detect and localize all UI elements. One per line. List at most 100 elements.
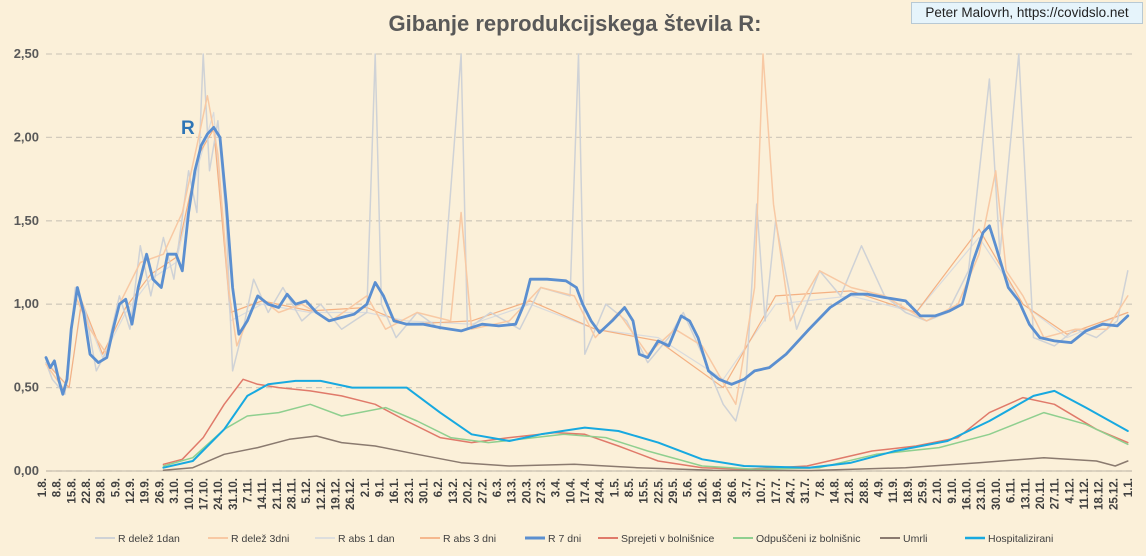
x-tick-label: 17.7.	[771, 478, 783, 504]
x-tick-label: 21.11.	[272, 478, 284, 509]
x-tick-label: 20.3.	[521, 478, 533, 504]
y-tick-label: 2,00	[14, 129, 39, 144]
x-tick-label: 13.2.	[448, 478, 460, 504]
legend-label: Sprejeti v bolnišnice	[621, 533, 715, 545]
x-tick-label: 15.8.	[66, 478, 78, 504]
legend-label: R delež 1dan	[118, 533, 180, 545]
x-tick-label: 28.11.	[286, 478, 298, 509]
x-tick-label: 5.9.	[110, 478, 122, 497]
x-tick-label: 2.1.	[360, 478, 372, 497]
x-tick-label: 23.10.	[976, 478, 988, 510]
x-tick-label: 31.7.	[800, 478, 812, 504]
x-tick-label: 1.8.	[37, 478, 49, 497]
x-tick-label: 5.6.	[683, 478, 695, 497]
x-tick-label: 2.10.	[932, 478, 944, 504]
x-tick-label: 24.4.	[595, 478, 607, 504]
legend-label: R delež 3dni	[231, 533, 289, 545]
x-axis: 1.8. 8.8. 15.8. 22.8. 29.8. 5.9. 12.9. 19.9. 26.…	[37, 478, 1135, 510]
r-annotation: R	[181, 118, 195, 139]
legend-label: R 7 dni	[548, 533, 581, 545]
y-tick-label: 1,00	[14, 296, 39, 311]
x-tick-label: 31.10.	[228, 478, 240, 510]
x-tick-label: 29.5.	[668, 478, 680, 504]
x-tick-label: 14.11.	[257, 478, 269, 509]
x-tick-label: 26.6.	[727, 478, 739, 504]
x-tick-label: 7.8.	[815, 478, 827, 497]
x-tick-label: 7.11.	[242, 478, 254, 503]
x-tick-label: 20.2.	[463, 478, 475, 504]
x-tick-label: 13.11.	[1020, 478, 1032, 509]
legend-label: Umrli	[903, 533, 928, 545]
x-tick-label: 10.7.	[756, 478, 768, 504]
legend: R delež 1dan R delež 3dni R abs 1 dan R abs…	[95, 533, 1053, 545]
x-tick-label: 8.8.	[52, 478, 64, 497]
x-tick-label: 18.12.	[1094, 478, 1106, 510]
legend-label: Hospitalizirani	[988, 533, 1053, 545]
x-tick-label: 18.9.	[903, 478, 915, 504]
y-tick-label: 2,50	[14, 46, 39, 61]
x-tick-label: 3.4.	[551, 478, 563, 497]
x-tick-label: 6.2.	[433, 478, 445, 497]
series-line	[162, 379, 1129, 469]
x-tick-label: 26.12.	[345, 478, 357, 510]
series-lines	[44, 53, 1130, 472]
x-tick-label: 30.10.	[991, 478, 1003, 510]
x-tick-label: 1.5.	[609, 478, 621, 497]
x-tick-label: 12.6.	[697, 478, 709, 504]
x-tick-label: 10.4.	[565, 478, 577, 504]
x-tick-label: 22.8.	[81, 478, 93, 504]
y-tick-label: 1,50	[14, 213, 39, 228]
x-tick-label: 4.9.	[874, 478, 886, 497]
x-tick-label: 19.9.	[140, 478, 152, 504]
x-tick-label: 20.11.	[1035, 478, 1047, 509]
legend-label: Odpuščeni iz bolnišnic	[756, 533, 860, 545]
x-tick-label: 25.9.	[918, 478, 930, 504]
x-tick-label: 9.10.	[947, 478, 959, 504]
x-tick-label: 27.3.	[536, 478, 548, 504]
chart-title: Gibanje reprodukcijskega števila R:	[389, 11, 762, 36]
x-tick-label: 8.5.	[624, 478, 636, 497]
series-line	[44, 126, 1130, 396]
series-line	[45, 53, 1129, 422]
x-tick-label: 15.5.	[639, 478, 651, 504]
x-tick-label: 19.12.	[331, 478, 343, 510]
x-tick-label: 12.12.	[316, 478, 328, 510]
x-tick-label: 30.1.	[419, 478, 431, 504]
x-tick-label: 5.12.	[301, 478, 313, 504]
x-tick-label: 27.11.	[1050, 478, 1062, 509]
x-tick-label: 10.10.	[184, 478, 196, 510]
x-tick-label: 23.1.	[404, 478, 416, 504]
x-tick-label: 6.3.	[492, 478, 504, 497]
x-tick-label: 16.10.	[962, 478, 974, 510]
series-line	[45, 53, 1129, 406]
x-tick-label: 22.5.	[653, 478, 665, 504]
x-tick-label: 19.6.	[712, 478, 724, 504]
x-tick-label: 4.12.	[1064, 478, 1076, 504]
x-tick-label: 9.1.	[375, 478, 387, 497]
y-axis: 0,00 0,50 1,00 1,50 2,00 2,50	[14, 46, 39, 478]
legend-label: R abs 1 dan	[338, 533, 395, 545]
x-tick-label: 6.11.	[1006, 478, 1018, 503]
legend-label: R abs 3 dni	[443, 533, 496, 545]
y-tick-label: 0,50	[14, 380, 39, 395]
series-line	[162, 403, 1129, 471]
x-tick-label: 3.7.	[741, 478, 753, 497]
x-tick-label: 17.4.	[580, 478, 592, 504]
x-tick-label: 12.9.	[125, 478, 137, 504]
x-tick-label: 13.3.	[507, 478, 519, 504]
x-tick-label: 21.8.	[844, 478, 856, 504]
x-tick-label: 27.2.	[477, 478, 489, 504]
series-line	[162, 435, 1129, 472]
x-tick-label: 16.1.	[389, 478, 401, 504]
x-tick-label: 1.1.	[1123, 478, 1135, 497]
x-tick-label: 25.12.	[1108, 478, 1120, 510]
x-tick-label: 17.10.	[198, 478, 210, 510]
x-tick-label: 24.7.	[785, 478, 797, 504]
credit-box: Peter Malovrh, https://covidslo.net	[911, 2, 1143, 24]
x-tick-label: 28.8.	[859, 478, 871, 504]
x-tick-label: 14.8.	[829, 478, 841, 504]
x-tick-label: 11.12.	[1079, 478, 1091, 509]
x-tick-label: 3.10.	[169, 478, 181, 504]
x-tick-label: 24.10.	[213, 478, 225, 510]
